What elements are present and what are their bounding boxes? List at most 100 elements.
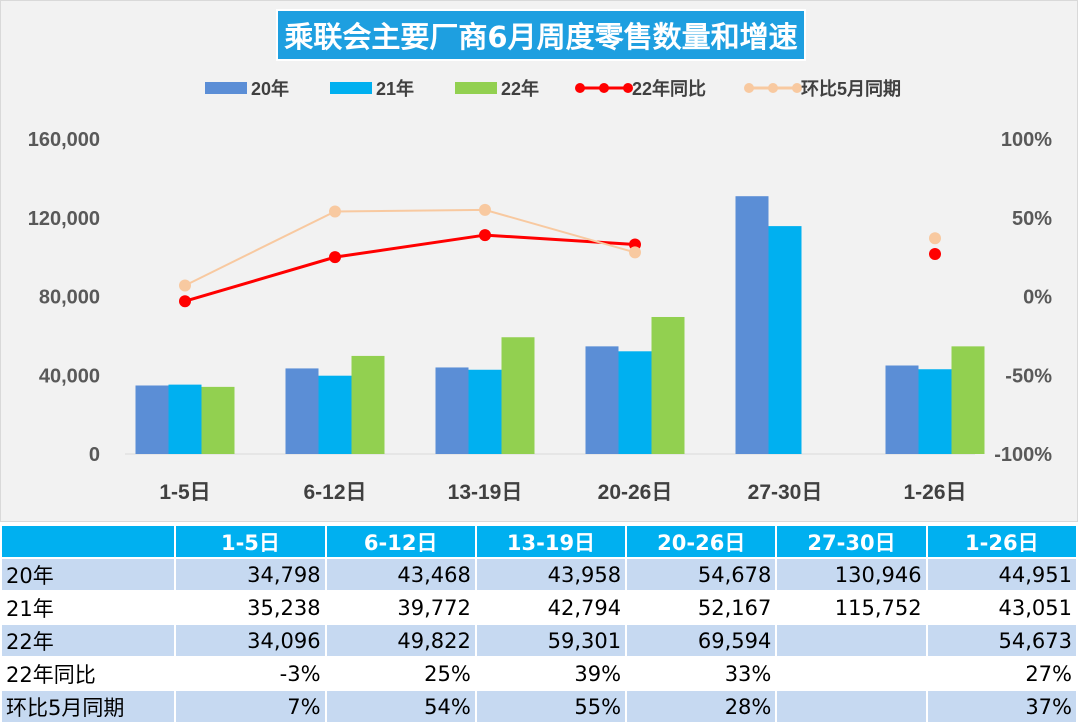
bar-22年 bbox=[501, 337, 535, 454]
point-22年同比 bbox=[479, 229, 491, 242]
table-cell bbox=[775, 689, 928, 724]
table-cell: 43,468 bbox=[324, 557, 477, 592]
point-22年同比 bbox=[179, 295, 191, 308]
table-cell: 20年 bbox=[0, 557, 177, 592]
legend-label: 22年同比 bbox=[632, 78, 706, 99]
table-cell: 21年 bbox=[0, 590, 177, 625]
bar-21年 bbox=[768, 226, 802, 454]
x-tick-label: 27-30日 bbox=[748, 481, 823, 504]
y-left-tick: 120,000 bbox=[28, 208, 100, 230]
legend-swatch bbox=[330, 82, 372, 94]
table-cell: 42,794 bbox=[474, 590, 628, 625]
legend-swatch bbox=[455, 82, 497, 94]
table-cell: 69,594 bbox=[625, 623, 778, 658]
legend-marker bbox=[623, 83, 633, 93]
table-header bbox=[0, 524, 177, 559]
legend-label: 21年 bbox=[376, 78, 414, 99]
bar-22年 bbox=[201, 386, 235, 454]
table-header: 1-26日 bbox=[925, 524, 1078, 559]
table-header: 13-19日 bbox=[474, 524, 628, 559]
x-tick-label: 20-26日 bbox=[598, 481, 673, 504]
table-header: 20-26日 bbox=[625, 524, 778, 559]
point-22年同比 bbox=[329, 251, 341, 264]
table-cell: 33% bbox=[625, 656, 778, 691]
x-tick-label: 6-12日 bbox=[303, 481, 366, 504]
table-cell: 25% bbox=[324, 656, 477, 691]
table-row: 20年 34,798 43,468 43,958 54,678 130,946 44,951 bbox=[0, 557, 1078, 592]
table-cell: 115,752 bbox=[775, 590, 928, 625]
bar-21年 bbox=[168, 384, 202, 454]
table-row: 21年 35,238 39,772 42,794 52,167 115,752 43,051 bbox=[0, 590, 1078, 625]
bar-20年 bbox=[885, 365, 919, 454]
y-left-tick: 160,000 bbox=[28, 129, 100, 151]
table-cell: 54% bbox=[324, 689, 477, 724]
table-cell: 39,772 bbox=[324, 590, 477, 625]
table-cell: 7% bbox=[174, 689, 327, 724]
table-cell: 39% bbox=[474, 656, 628, 691]
table-header: 27-30日 bbox=[775, 524, 928, 559]
bar-20年 bbox=[285, 368, 319, 454]
legend-label: 环比5月同期 bbox=[801, 79, 901, 99]
legend-marker bbox=[792, 83, 802, 93]
bar-22年 bbox=[951, 346, 985, 454]
table-cell: 54,678 bbox=[625, 557, 778, 592]
table-cell: 54,673 bbox=[925, 623, 1078, 658]
table-cell: 43,958 bbox=[474, 557, 628, 592]
table-header: 6-12日 bbox=[324, 524, 477, 559]
bar-21年 bbox=[468, 369, 502, 454]
point-环比5月同期 bbox=[629, 246, 641, 259]
table-cell: 环比5月同期 bbox=[0, 689, 177, 724]
legend-label: 20年 bbox=[251, 78, 289, 99]
table-cell bbox=[775, 656, 928, 691]
legend-marker bbox=[768, 83, 778, 93]
bar-22年 bbox=[651, 316, 685, 454]
table-cell: 43,051 bbox=[925, 590, 1078, 625]
table-cell: 59,301 bbox=[474, 623, 628, 658]
table-cell: 22年同比 bbox=[0, 656, 177, 691]
point-环比5月同期 bbox=[929, 232, 941, 245]
table-cell: -3% bbox=[174, 656, 327, 691]
table-cell: 22年 bbox=[0, 623, 177, 658]
table-cell: 34,798 bbox=[174, 557, 327, 592]
table-cell: 55% bbox=[474, 689, 628, 724]
table-cell: 27% bbox=[925, 656, 1078, 691]
legend-marker bbox=[575, 83, 585, 93]
x-tick-label: 13-19日 bbox=[448, 481, 523, 504]
bar-20年 bbox=[435, 367, 469, 454]
bar-20年 bbox=[585, 346, 619, 454]
point-22年同比 bbox=[929, 247, 941, 260]
table-cell: 49,822 bbox=[324, 623, 477, 658]
legend-marker bbox=[744, 83, 754, 93]
table-cell: 37% bbox=[925, 689, 1078, 724]
table-cell: 52,167 bbox=[625, 590, 778, 625]
bar-22年 bbox=[351, 355, 385, 454]
point-环比5月同期 bbox=[329, 205, 341, 218]
bar-20年 bbox=[735, 196, 769, 454]
point-环比5月同期 bbox=[479, 203, 491, 216]
legend-marker bbox=[599, 83, 609, 93]
y-right-tick: -100% bbox=[994, 444, 1052, 466]
combo-chart: 0 40,000 80,000 120,000 160,000 -100% -50% 0% 50… bbox=[28, 78, 1053, 504]
y-right-tick: -50% bbox=[1005, 365, 1052, 387]
y-right-tick: 0% bbox=[1023, 287, 1052, 309]
chart-title: 乘联会主要厂商6月周度零售数量和增速 bbox=[276, 9, 806, 61]
table-row: 环比5月同期 7% 54% 55% 28% 37% bbox=[0, 689, 1078, 724]
x-tick-label: 1-26日 bbox=[903, 481, 966, 504]
table-cell: 130,946 bbox=[775, 557, 928, 592]
line-环比5月同期 bbox=[184, 208, 636, 287]
table-cell bbox=[775, 623, 928, 658]
table-cell: 35,238 bbox=[174, 590, 327, 625]
bar-21年 bbox=[618, 351, 652, 454]
y-left-tick: 40,000 bbox=[39, 365, 100, 387]
table-cell: 34,096 bbox=[174, 623, 327, 658]
data-table: 1-5日 6-12日 13-19日 20-26日 27-30日 1-26日 20年 34,79… bbox=[0, 524, 1078, 724]
y-left-tick: 80,000 bbox=[39, 287, 100, 309]
table-header: 1-5日 bbox=[174, 524, 327, 559]
table-row: 22年 34,096 49,822 59,301 69,594 54,673 bbox=[0, 623, 1078, 658]
bar-21年 bbox=[918, 369, 952, 454]
y-right-tick: 100% bbox=[1001, 129, 1052, 151]
table-cell: 44,951 bbox=[925, 557, 1078, 592]
point-环比5月同期 bbox=[179, 279, 191, 292]
x-tick-label: 1-5日 bbox=[159, 481, 210, 504]
y-left-tick: 0 bbox=[89, 444, 100, 466]
